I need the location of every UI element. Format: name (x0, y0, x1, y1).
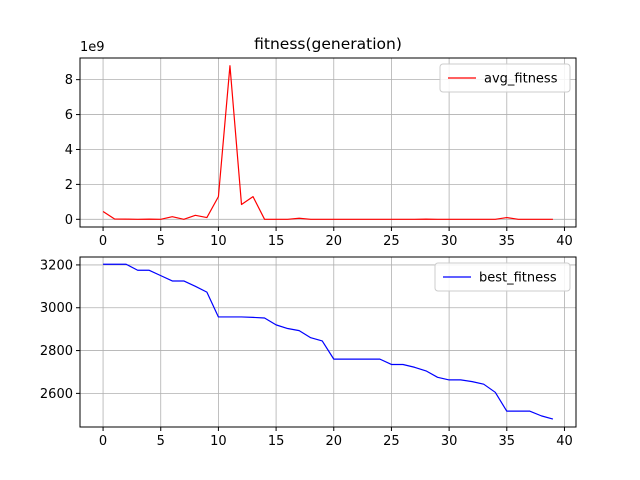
chart-title: fitness(generation) (254, 35, 402, 53)
y-tick-label: 2800 (40, 344, 73, 359)
y-tick-label: 3000 (40, 301, 73, 316)
y-tick-label: 3200 (40, 258, 73, 273)
x-tick-label: 20 (325, 234, 342, 249)
bottom-axes: 0 5 10 15 20 25 30 35 40 2600 2800 3000 3200 best_fit… (40, 256, 577, 449)
x-tick-label: 25 (383, 234, 400, 249)
legend-box (439, 63, 571, 93)
y-tick-label: 2 (65, 178, 73, 193)
x-tick-label: 0 (99, 434, 107, 449)
x-tick-label: 35 (499, 234, 516, 249)
x-tick-label: 15 (268, 234, 285, 249)
x-tick-label: 10 (210, 234, 227, 249)
x-tick-label: 5 (157, 234, 165, 249)
series-line-avg-fitness (102, 65, 553, 220)
x-tick-label: 30 (441, 234, 458, 249)
y-tick-label: 4 (65, 143, 73, 158)
y-tick-label: 8 (65, 73, 73, 88)
y-tick-label: 2600 (40, 387, 73, 402)
x-tick-label: 15 (268, 434, 285, 449)
x-tick-label: 20 (325, 434, 342, 449)
x-tick-label: 35 (499, 434, 516, 449)
axes-frame (79, 256, 577, 428)
axes-frame (79, 57, 577, 228)
x-tick-label: 40 (556, 234, 573, 249)
legend-box (434, 262, 571, 292)
x-tick-label: 10 (210, 434, 227, 449)
y-tick-label: 6 (65, 108, 73, 123)
legend-label: best_fitness (479, 271, 557, 286)
series-line-best-fitness (103, 263, 554, 420)
legend-label: avg_fitness (484, 72, 558, 87)
x-tick-label: 40 (556, 434, 573, 449)
x-tick-label: 0 (99, 234, 107, 249)
top-axes: 0 5 10 15 20 25 30 35 40 0 2 4 6 8 avg_fitness (65, 57, 577, 249)
y-tick-label: 0 (65, 213, 73, 228)
legend: avg_fitness (439, 63, 571, 93)
x-tick-label: 5 (157, 434, 165, 449)
legend: best_fitness (434, 262, 571, 292)
x-tick-label: 25 (383, 434, 400, 449)
x-tick-label: 30 (441, 434, 458, 449)
y-offset-label: 1e9 (80, 40, 105, 55)
